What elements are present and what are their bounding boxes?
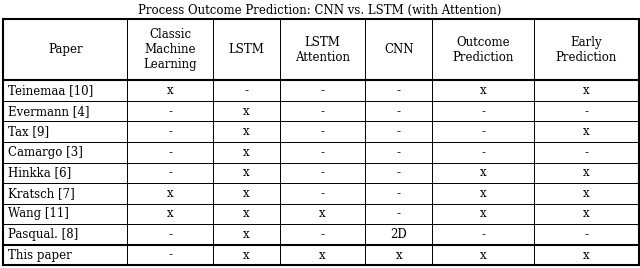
Text: -: - bbox=[168, 146, 172, 159]
Text: -: - bbox=[321, 228, 324, 241]
Text: -: - bbox=[244, 84, 248, 97]
Text: x: x bbox=[243, 146, 250, 159]
Text: -: - bbox=[168, 228, 172, 241]
Text: Paper: Paper bbox=[48, 43, 83, 56]
Text: -: - bbox=[397, 125, 401, 138]
Text: x: x bbox=[583, 207, 589, 221]
Text: LSTM: LSTM bbox=[228, 43, 264, 56]
Text: Evermann [4]: Evermann [4] bbox=[8, 105, 90, 118]
Text: -: - bbox=[321, 105, 324, 118]
Text: x: x bbox=[480, 187, 486, 200]
Text: x: x bbox=[166, 187, 173, 200]
Text: x: x bbox=[166, 84, 173, 97]
Text: Early
Prediction: Early Prediction bbox=[556, 36, 617, 64]
Text: -: - bbox=[168, 105, 172, 118]
Text: x: x bbox=[319, 207, 326, 221]
Text: x: x bbox=[243, 248, 250, 262]
Text: x: x bbox=[480, 84, 486, 97]
Text: -: - bbox=[397, 146, 401, 159]
Text: -: - bbox=[321, 166, 324, 179]
Text: This paper: This paper bbox=[8, 248, 72, 262]
Text: -: - bbox=[481, 125, 485, 138]
Text: Process Outcome Prediction: CNN vs. LSTM (with Attention): Process Outcome Prediction: CNN vs. LSTM… bbox=[138, 4, 502, 17]
Text: 2D: 2D bbox=[390, 228, 407, 241]
Text: Teinemaa [10]: Teinemaa [10] bbox=[8, 84, 93, 97]
Text: x: x bbox=[480, 166, 486, 179]
Text: x: x bbox=[583, 166, 589, 179]
Text: -: - bbox=[397, 84, 401, 97]
Text: Kratsch [7]: Kratsch [7] bbox=[8, 187, 75, 200]
Text: x: x bbox=[583, 125, 589, 138]
Text: Pasqual. [8]: Pasqual. [8] bbox=[8, 228, 79, 241]
Text: Tax [9]: Tax [9] bbox=[8, 125, 49, 138]
Text: -: - bbox=[584, 228, 588, 241]
Text: -: - bbox=[168, 125, 172, 138]
Text: x: x bbox=[166, 207, 173, 221]
Text: -: - bbox=[397, 207, 401, 221]
Text: Camargo [3]: Camargo [3] bbox=[8, 146, 83, 159]
Text: x: x bbox=[243, 207, 250, 221]
Text: -: - bbox=[481, 228, 485, 241]
Text: -: - bbox=[584, 105, 588, 118]
Text: -: - bbox=[481, 146, 485, 159]
Text: -: - bbox=[321, 187, 324, 200]
Text: -: - bbox=[481, 105, 485, 118]
Text: -: - bbox=[397, 187, 401, 200]
Text: x: x bbox=[583, 187, 589, 200]
Text: Classic
Machine
Learning: Classic Machine Learning bbox=[143, 28, 197, 71]
Text: Outcome
Prediction: Outcome Prediction bbox=[452, 36, 514, 64]
Text: -: - bbox=[321, 125, 324, 138]
Text: x: x bbox=[396, 248, 402, 262]
Text: x: x bbox=[583, 248, 589, 262]
Text: Wang [11]: Wang [11] bbox=[8, 207, 69, 221]
Text: -: - bbox=[321, 146, 324, 159]
Text: -: - bbox=[168, 166, 172, 179]
Text: x: x bbox=[243, 187, 250, 200]
Text: x: x bbox=[243, 105, 250, 118]
Text: x: x bbox=[319, 248, 326, 262]
Text: x: x bbox=[243, 228, 250, 241]
Text: x: x bbox=[243, 166, 250, 179]
Text: -: - bbox=[321, 84, 324, 97]
Text: -: - bbox=[397, 166, 401, 179]
Text: CNN: CNN bbox=[384, 43, 413, 56]
Text: Hinkka [6]: Hinkka [6] bbox=[8, 166, 72, 179]
Text: x: x bbox=[480, 207, 486, 221]
Text: x: x bbox=[480, 248, 486, 262]
Text: -: - bbox=[397, 105, 401, 118]
Text: x: x bbox=[583, 84, 589, 97]
Text: -: - bbox=[168, 248, 172, 262]
Text: x: x bbox=[243, 125, 250, 138]
Text: -: - bbox=[584, 146, 588, 159]
Text: LSTM
Attention: LSTM Attention bbox=[295, 36, 350, 64]
